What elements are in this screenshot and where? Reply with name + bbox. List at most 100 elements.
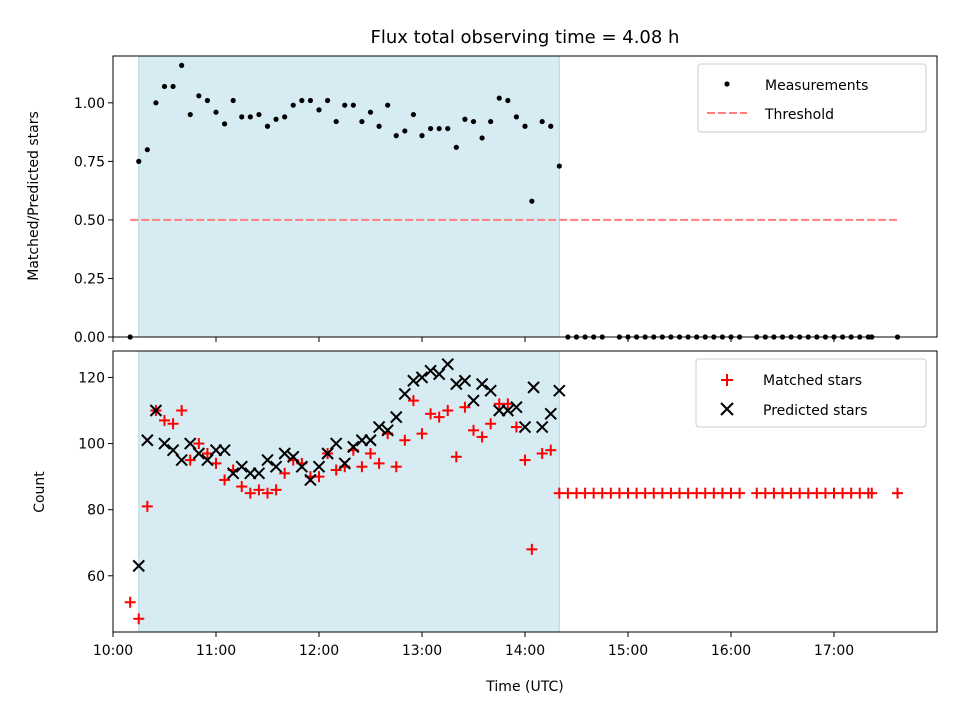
predicted-star-point [141,434,154,447]
matched-star-point [236,481,248,493]
measurement-point [247,114,253,120]
predicted-star-point [166,443,180,457]
measurement-point [307,97,314,104]
predicted-star-point [458,374,472,387]
matched-star-point [141,500,153,512]
ratio-plot-frame [112,55,938,338]
predicted-star-point [450,377,463,391]
measurement-point [496,95,502,101]
legend-measurements-label: Measurements [765,78,868,94]
measurement-point [436,125,442,132]
measurement-point [196,93,202,99]
measurement-point [367,109,374,115]
measurement-point [445,125,451,132]
matched-star-point [536,447,548,459]
matched-star-point [330,464,342,476]
predicted-star-point [510,400,523,414]
predicted-star-point [158,437,171,450]
measurement-point [153,100,159,106]
matched-star-point [407,395,419,407]
measurement-point [350,102,356,108]
predicted-star-point [278,447,291,460]
measurement-point [136,158,142,164]
measurement-point [548,123,554,129]
ratio-y-tick-label: 0.25 [74,271,105,287]
measurement-point [402,128,408,134]
predicted-star-point [467,394,480,407]
matched-star-point [399,434,411,446]
matched-star-point [201,447,213,459]
predicted-star-point [415,371,429,384]
count-y-tick-label: 120 [78,370,105,386]
ratio-y-tick-label: 0.50 [74,213,105,229]
matched-star-point [450,451,462,463]
matched-star-point [502,398,514,410]
measurement-point [333,118,339,125]
predicted-star-point [252,467,266,480]
matched-star-point [365,447,376,459]
predicted-star-point [218,443,231,457]
predicted-star-point [432,367,446,381]
measurement-point [230,97,236,104]
matched-star-point [193,438,205,450]
measurement-point [376,123,382,129]
measurement-point [539,118,545,125]
predicted-star-point [484,384,497,397]
measurement-point [522,123,528,129]
predicted-star-point [312,460,326,473]
predicted-star-point [535,420,549,434]
legend-threshold-label: Threshold [764,107,834,123]
legend-matched-label: Matched stars [763,373,862,389]
measurement-point [324,97,331,104]
x-tick-label: 11:00 [196,643,236,659]
measurement-point [316,107,322,113]
predicted-star-point [269,460,283,473]
matched-star-point [253,484,265,496]
predicted-star-point [192,447,206,460]
legend-matched-marker [721,374,733,386]
measurement-point [239,114,245,120]
predicted-star-point [321,447,334,460]
matched-star-point [526,543,538,555]
predicted-star-point [527,381,540,394]
predicted-star-point [501,404,515,417]
x-tick-label: 13:00 [402,643,442,659]
measurement-point [273,116,279,122]
measurement-point [179,62,185,68]
matched-star-point [485,418,497,430]
measurement-point [488,118,494,125]
matched-star-point [210,457,222,469]
predicted-star-point [390,410,403,424]
matched-star-point [433,411,445,423]
predicted-star-point [398,387,412,401]
measurement-point [462,116,468,122]
predicted-star-point [304,473,317,487]
x-tick-label: 15:00 [608,643,648,659]
predicted-star-point [175,453,188,467]
measurement-point [513,114,520,120]
ratio-legend: Measurements Threshold [697,63,927,133]
count-y-axis-label: Count [32,471,48,513]
predicted-star-point [235,460,248,473]
x-tick-label: 16:00 [711,643,751,659]
matched-star-point [176,405,188,417]
measurement-point [453,144,459,150]
measurement-point [393,133,399,139]
measurement-point [264,123,271,129]
measurement-point [170,83,176,90]
predicted-star-point [518,420,532,434]
measurement-point [282,114,288,120]
matched-star-point [510,421,522,433]
count-panel: 60 80 100 120 10:00 11:00 12:00 13:00 14:00 15:00… [32,350,938,695]
predicted-star-point [132,559,145,573]
count-y-tick-label: 80 [87,503,105,519]
predicted-star-point [184,437,197,450]
count-y-tick-label: 60 [87,569,105,585]
matched-star-point [184,454,196,466]
measurement-point [505,97,511,104]
predicted-star-point [338,457,351,470]
ratio-observing-window [138,55,560,338]
measurement-point [470,118,477,125]
measurement-point [213,109,219,115]
measurement-point [479,135,485,141]
